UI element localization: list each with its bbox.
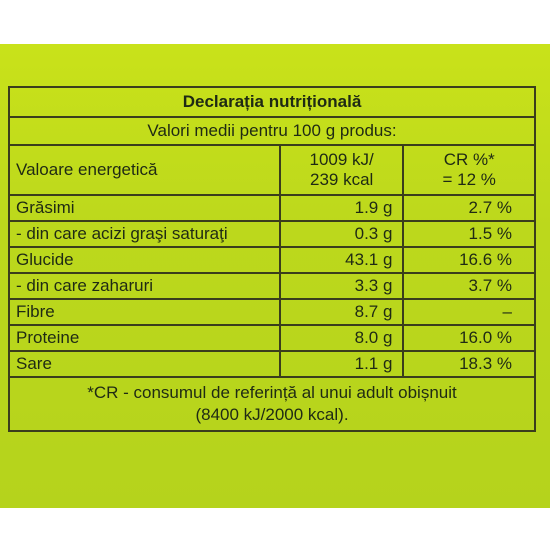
nutrient-value: 0.3 g — [278, 220, 405, 248]
footnote: *CR - consumul de referință al unui adul… — [8, 376, 536, 432]
nutrient-cr: 2.7 % — [402, 194, 536, 222]
nutrient-cr: 1.5 % — [402, 220, 536, 248]
nutrient-cr: 16.6 % — [402, 246, 536, 274]
table-row: Proteine 8.0 g 16.0 % — [8, 324, 536, 352]
table-subtitle-row: Valori medii pentru 100 g produs: — [8, 116, 536, 146]
energy-cr: CR %* = 12 % — [402, 144, 536, 196]
table-title: Declarația nutrițională — [8, 86, 536, 118]
nutrient-name: Proteine — [8, 324, 281, 352]
footnote-row: *CR - consumul de referință al unui adul… — [8, 376, 536, 432]
nutrient-cr: 18.3 % — [402, 350, 536, 378]
nutrient-value: 8.0 g — [278, 324, 405, 352]
footnote-line: (8400 kJ/2000 kcal). — [195, 405, 349, 424]
nutrient-name: Sare — [8, 350, 281, 378]
table-row: Grăsimi 1.9 g 2.7 % — [8, 194, 536, 222]
nutrient-cr: 3.7 % — [402, 272, 536, 300]
energy-row: Valoare energetică 1009 kJ/ 239 kcal CR … — [8, 144, 536, 196]
nutrient-value: 1.1 g — [278, 350, 405, 378]
table-subtitle: Valori medii pentru 100 g produs: — [8, 116, 536, 146]
energy-cr-value: = 12 % — [442, 170, 496, 189]
nutrient-name: Grăsimi — [8, 194, 281, 222]
nutrient-name: - din care zaharuri — [8, 272, 281, 300]
nutrient-name: Fibre — [8, 298, 281, 326]
table-row: - din care zaharuri 3.3 g 3.7 % — [8, 272, 536, 300]
nutrient-cr: – — [402, 298, 536, 326]
cr-header: CR %* — [443, 150, 495, 169]
energy-kj: 1009 kJ/ — [309, 150, 374, 169]
table-row: Sare 1.1 g 18.3 % — [8, 350, 536, 378]
nutrition-table: Declarația nutrițională Valori medii pen… — [8, 86, 536, 432]
nutrient-value: 1.9 g — [278, 194, 405, 222]
energy-kcal: 239 kcal — [309, 170, 374, 189]
table-row: Glucide 43.1 g 16.6 % — [8, 246, 536, 274]
footnote-line: *CR - consumul de referință al unui adul… — [87, 383, 457, 402]
nutrient-name: Glucide — [8, 246, 281, 274]
energy-value: 1009 kJ/ 239 kcal — [278, 144, 405, 196]
table-row: - din care acizi graşi saturaţi 0.3 g 1.… — [8, 220, 536, 248]
table-row: Fibre 8.7 g – — [8, 298, 536, 326]
nutrient-value: 3.3 g — [278, 272, 405, 300]
table-title-row: Declarația nutrițională — [8, 86, 536, 118]
nutrient-value: 43.1 g — [278, 246, 405, 274]
nutrient-cr: 16.0 % — [402, 324, 536, 352]
nutrient-value: 8.7 g — [278, 298, 405, 326]
energy-label: Valoare energetică — [8, 144, 281, 196]
nutrient-name: - din care acizi graşi saturaţi — [8, 220, 281, 248]
